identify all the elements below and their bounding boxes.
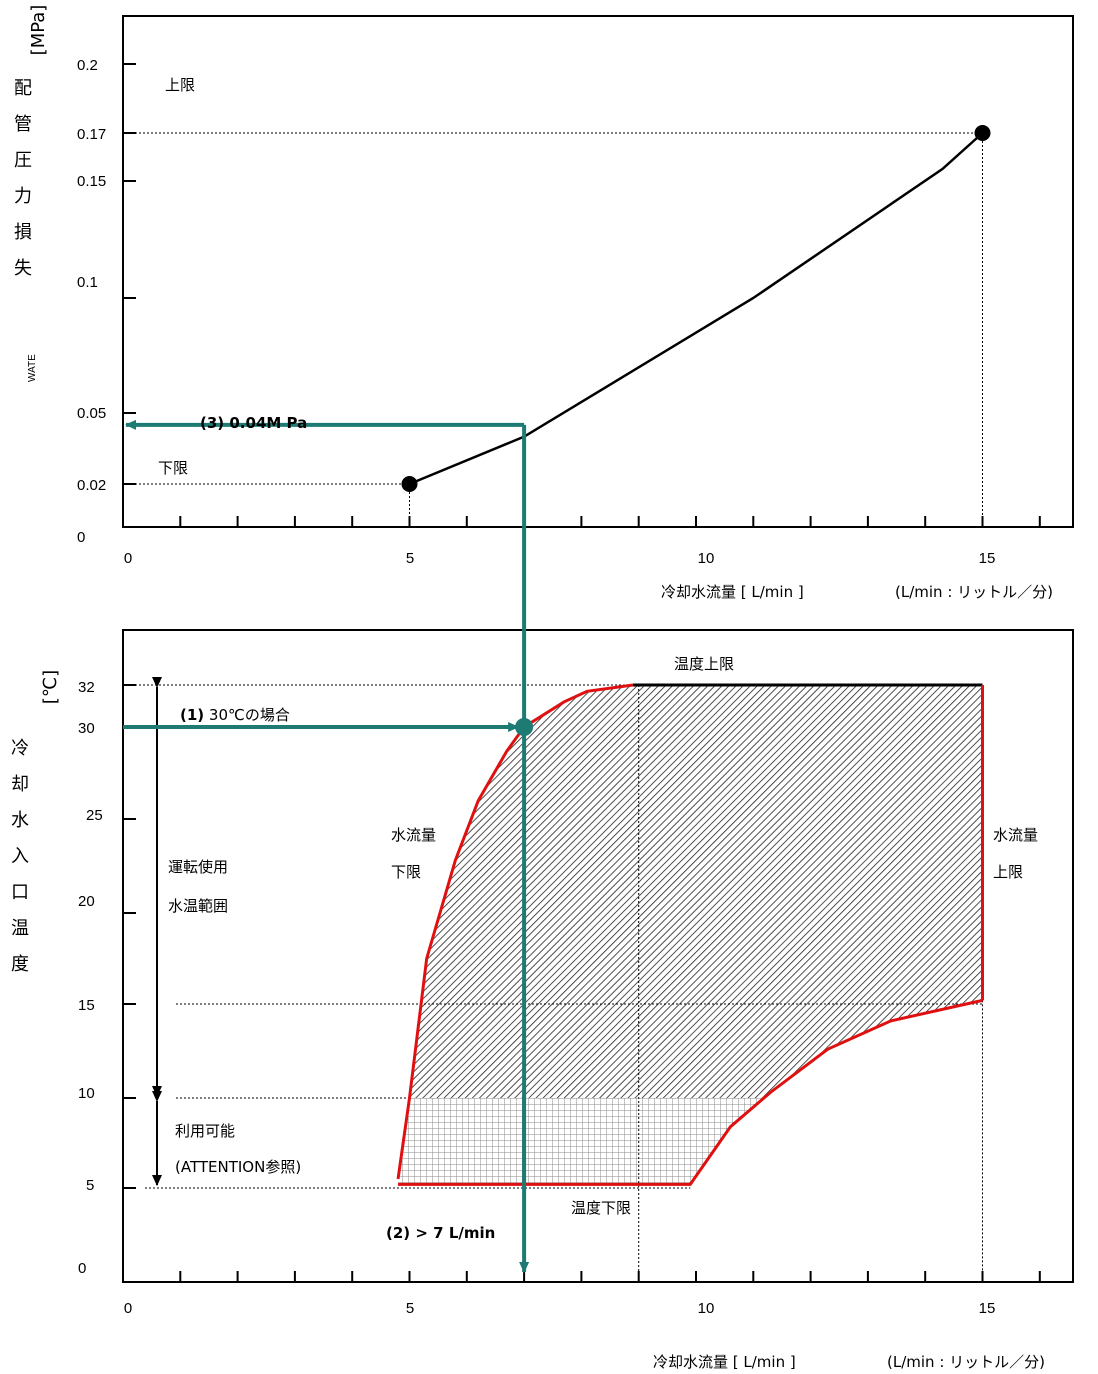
bottom-xtick-0: 0	[124, 1300, 132, 1317]
top-x-axis-title: 冷却水流量 [ L/min ]	[661, 583, 804, 601]
bottom-xtick-15: 15	[979, 1300, 996, 1317]
upper-endpoint-marker	[974, 125, 991, 141]
flow-lower-limit-label-2: 下限	[391, 863, 421, 881]
bottom-ytick-25: 25	[86, 807, 103, 824]
flow-lower-limit-label-1: 水流量	[391, 826, 436, 844]
pressure-loss-chart: 0 0.02 0.05 0.1 0.15 0.17 0.2 0 5 10 15 …	[14, 5, 1074, 601]
temperature-lower-limit-label: 温度下限	[571, 1199, 631, 1217]
temperature-case-label: (1) 30℃の場合	[180, 706, 290, 724]
top-ytick-01: 0.1	[77, 274, 98, 291]
top-axis-ticks	[123, 63, 1041, 528]
bottom-ytick-20: 20	[78, 893, 95, 910]
bottom-ytick-15: 15	[78, 997, 95, 1014]
bottom-plot-frame	[122, 629, 1074, 1283]
pressure-loss-curve	[409, 132, 984, 486]
flow-upper-limit-label-1: 水流量	[993, 826, 1038, 844]
lower-right-limit-line	[398, 998, 983, 1186]
top-ytick-015: 0.15	[77, 173, 106, 190]
top-ytick-017: 0.17	[77, 126, 106, 143]
bottom-x-axis-title: 冷却水流量 [ L/min ]	[653, 1353, 796, 1371]
available-region-hatch	[398, 1098, 764, 1185]
top-x-axis-note: (L/min : リットル／分)	[895, 583, 1053, 601]
operating-point-marker	[515, 718, 534, 736]
bottom-x-axis-note: (L/min : リットル／分)	[887, 1353, 1045, 1371]
bottom-xtick-5: 5	[406, 1300, 414, 1317]
operating-region-hatch	[409, 685, 983, 1098]
bottom-reference-lines	[123, 684, 983, 1282]
top-ytick-002: 0.02	[77, 477, 106, 494]
top-ytick-005: 0.05	[77, 405, 106, 422]
bottom-y-axis-title: 冷却水入口温度	[11, 738, 29, 975]
top-y-unit: [MPa]	[28, 5, 49, 56]
temperature-upper-limit-label: 温度上限	[674, 655, 734, 673]
bottom-ytick-0: 0	[78, 1260, 86, 1277]
bottom-xtick-10: 10	[698, 1300, 715, 1317]
top-ytick-0: 0	[77, 529, 85, 546]
lower-endpoint-marker	[401, 476, 418, 492]
flow-result-label: (2) > 7 L/min	[386, 1224, 495, 1242]
available-range-label-1: 利用可能	[175, 1122, 235, 1140]
upper-limit-label: 上限	[165, 76, 195, 94]
bottom-y-unit: [℃]	[40, 670, 61, 704]
pressure-readout-label: (3) 0.04M Pa	[200, 414, 307, 432]
top-reference-lines	[123, 132, 983, 527]
top-xtick-5: 5	[406, 550, 414, 567]
flow-lower-limit-line	[396, 683, 634, 1180]
top-plot-frame	[122, 15, 1074, 528]
bottom-ytick-32: 32	[78, 679, 95, 696]
inlet-temperature-chart: 0 5 10 15 20 25 30 32 0 5 10 15 冷却水流量 [ …	[11, 424, 1074, 1371]
top-xtick-15: 15	[979, 550, 996, 567]
flow-upper-limit-label-2: 上限	[993, 863, 1023, 881]
bottom-axis-ticks	[123, 684, 1041, 1283]
top-xtick-10: 10	[698, 550, 715, 567]
bottom-ytick-30: 30	[78, 720, 95, 737]
available-range-label-2: (ATTENTION参照)	[175, 1158, 301, 1176]
bottom-ytick-5: 5	[86, 1177, 94, 1194]
operating-range-label-2: 水温範囲	[168, 897, 228, 915]
top-y-axis-title: 配管圧力損失	[14, 78, 32, 279]
top-ytick-02: 0.2	[77, 57, 98, 74]
lower-limit-label: 下限	[158, 459, 188, 477]
bottom-ytick-10: 10	[78, 1085, 95, 1102]
top-y-axis-note: WATE	[27, 354, 38, 382]
operating-range-label-1: 運転使用	[168, 858, 228, 876]
top-xtick-0: 0	[124, 550, 132, 567]
